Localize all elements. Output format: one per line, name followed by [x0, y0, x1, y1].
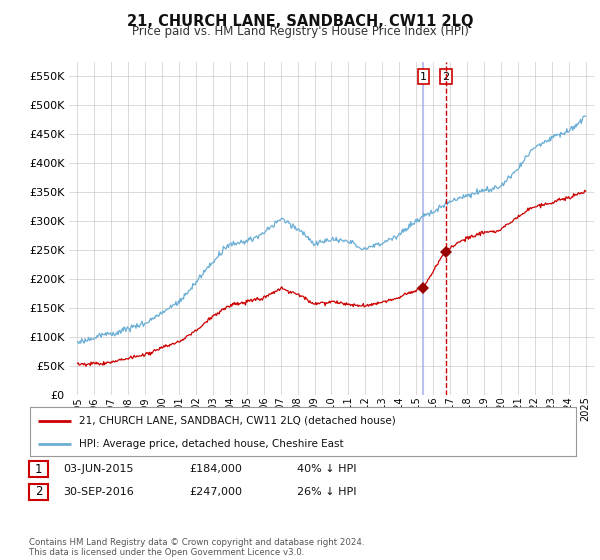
Text: Contains HM Land Registry data © Crown copyright and database right 2024.
This d: Contains HM Land Registry data © Crown c…	[29, 538, 364, 557]
Text: 26% ↓ HPI: 26% ↓ HPI	[297, 487, 356, 497]
Text: 2: 2	[442, 72, 449, 82]
Text: £247,000: £247,000	[189, 487, 242, 497]
Text: Price paid vs. HM Land Registry's House Price Index (HPI): Price paid vs. HM Land Registry's House …	[131, 25, 469, 38]
Text: £184,000: £184,000	[189, 464, 242, 474]
Text: 2: 2	[35, 485, 42, 498]
Text: 03-JUN-2015: 03-JUN-2015	[63, 464, 133, 474]
Text: 21, CHURCH LANE, SANDBACH, CW11 2LQ: 21, CHURCH LANE, SANDBACH, CW11 2LQ	[127, 14, 473, 29]
Text: 21, CHURCH LANE, SANDBACH, CW11 2LQ (detached house): 21, CHURCH LANE, SANDBACH, CW11 2LQ (det…	[79, 416, 396, 426]
Text: 1: 1	[35, 463, 42, 476]
Text: HPI: Average price, detached house, Cheshire East: HPI: Average price, detached house, Ches…	[79, 438, 344, 449]
Text: 40% ↓ HPI: 40% ↓ HPI	[297, 464, 356, 474]
Text: 1: 1	[420, 72, 427, 82]
Text: 30-SEP-2016: 30-SEP-2016	[63, 487, 134, 497]
